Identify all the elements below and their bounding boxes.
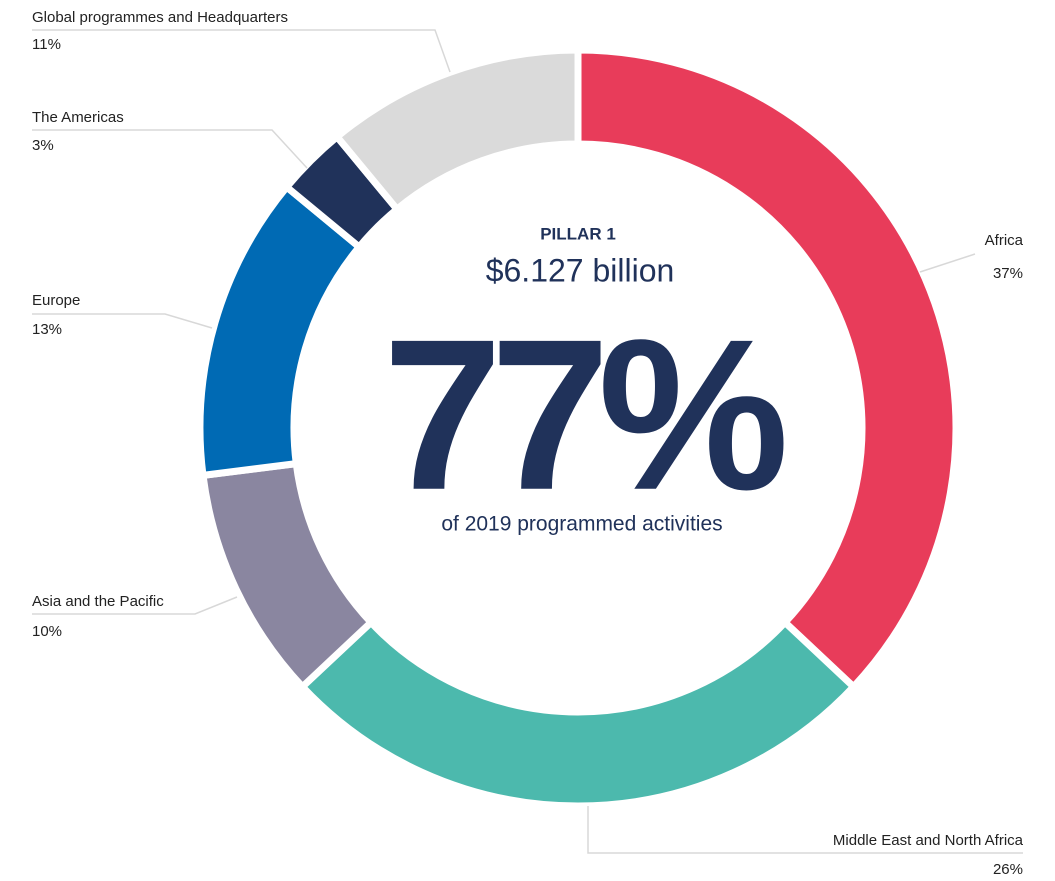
center-value: 77% (383, 294, 784, 535)
leader-line (32, 596, 238, 615)
segment-label: Europe (32, 292, 80, 309)
donut-segment (333, 46, 582, 213)
donut-segment (298, 618, 858, 810)
segment-value-label: 11% (32, 36, 61, 53)
segment-label: Africa (985, 232, 1024, 249)
leader-line (32, 29, 451, 73)
center-caption: of 2019 programmed activities (441, 513, 722, 536)
leader-line (587, 806, 1023, 854)
segment-label: The Americas (32, 109, 124, 126)
chart-title: $6.127 billion (486, 252, 675, 288)
leader-line (32, 129, 308, 169)
segment-label: Global programmes and Headquarters (32, 9, 288, 26)
segment-label: Asia and the Pacific (32, 593, 164, 610)
segment-value-label: 3% (32, 137, 54, 154)
leader-line (919, 253, 976, 273)
donut-segment (574, 46, 960, 691)
segment-value-label: 10% (32, 623, 62, 640)
segment-label: Middle East and North Africa (833, 832, 1024, 849)
segment-value-label: 13% (32, 321, 62, 338)
segment-value-label: 26% (993, 861, 1023, 878)
leader-line (32, 313, 213, 329)
segment-value-label: 37% (993, 265, 1023, 282)
chart-subtitle: PILLAR 1 (540, 224, 616, 243)
